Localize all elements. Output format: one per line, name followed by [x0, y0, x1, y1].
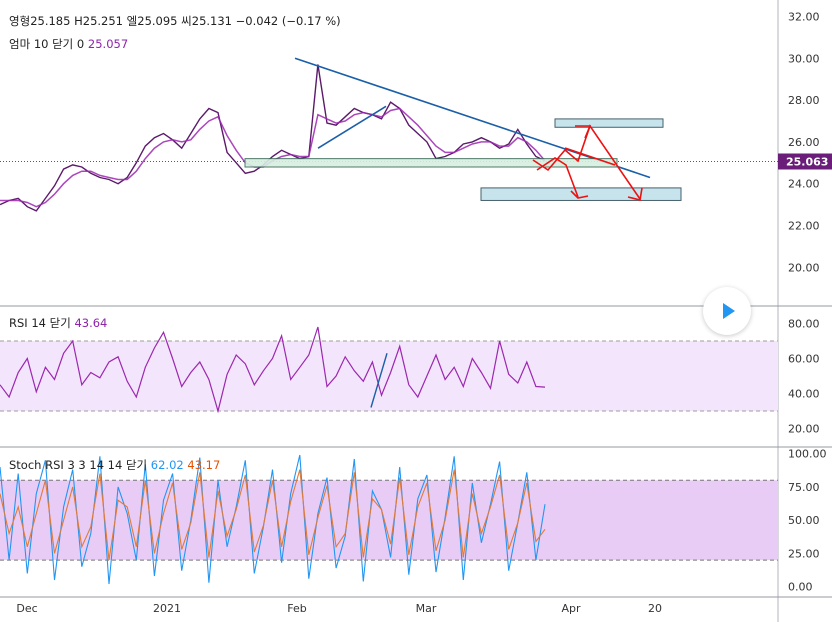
close-label: 씨	[181, 14, 192, 28]
ohlc-legend: 영형25.185 H25.251 엘25.095 씨25.131 −0.042 …	[9, 13, 341, 29]
price-tick-label: 28.00	[788, 94, 820, 107]
stoch-d-line	[0, 469, 546, 561]
price-tag-label: 25.063	[786, 156, 828, 169]
rsi-label: RSI 14 닫기	[9, 316, 71, 330]
rsi-legend: RSI 14 닫기 43.64	[9, 315, 107, 331]
upper-target-zone	[554, 118, 664, 128]
low-value: 25.095	[137, 14, 178, 28]
time-tick-label: Dec	[16, 602, 37, 615]
projection-path-mid	[564, 147, 616, 166]
time-tick-label: Mar	[416, 602, 437, 615]
rising-trendline	[317, 105, 387, 149]
stoch-tick-label: 0.00	[788, 581, 813, 594]
close-value: 25.131	[191, 14, 232, 28]
ema-legend: 엄마 10 닫기 0 25.057	[9, 36, 128, 52]
ema-value: 25.057	[87, 37, 129, 51]
open-marker: 형	[19, 14, 31, 28]
high-label: H	[74, 14, 83, 28]
stoch-tick-label: 50.00	[788, 514, 820, 527]
projection-path-down	[536, 157, 579, 198]
play-icon	[723, 303, 735, 319]
time-tick-label: 2021	[153, 602, 181, 615]
high-value: 25.251	[82, 14, 123, 28]
time-tick-label: Apr	[561, 602, 581, 615]
open-label: 영	[9, 14, 20, 28]
arrowhead-up	[575, 125, 592, 139]
stoch-d-value: 43.17	[187, 458, 221, 472]
price-tick-label: 24.00	[788, 178, 820, 191]
support-zone	[244, 158, 618, 168]
open-value: 25.185	[30, 14, 71, 28]
low-label: 엘	[126, 14, 138, 28]
rsi-tick-label: 80.00	[788, 318, 820, 331]
stoch-legend: Stoch RSI 3 3 14 14 닫기 62.02 43.17	[9, 457, 220, 473]
rsi-tick-label: 60.00	[788, 353, 820, 366]
replay-button[interactable]	[703, 287, 751, 335]
lower-target-zone	[480, 187, 682, 201]
price-tick-label: 22.00	[788, 220, 820, 233]
time-tick-label: 20	[648, 602, 662, 615]
stoch-tick-label: 75.00	[788, 481, 820, 494]
price-tick-label: 26.00	[788, 136, 820, 149]
change-percent: (−0.17 %)	[281, 14, 341, 28]
arrowhead-down	[570, 190, 589, 199]
arrowhead-down-2	[627, 187, 643, 201]
stoch-label: Stoch RSI 3 3 14 14 닫기	[9, 458, 148, 472]
stoch-tick-label: 25.00	[788, 547, 820, 560]
projection-arrows	[532, 124, 643, 201]
rsi-value: 43.64	[74, 316, 108, 330]
projection-path-up	[532, 124, 641, 200]
price-tick-label: 20.00	[788, 261, 820, 274]
ema-label: 엄마 10 닫기 0	[9, 37, 85, 51]
rsi-trendline	[370, 353, 388, 408]
rsi-tick-label: 20.00	[788, 423, 820, 436]
price-tick-label: 30.00	[788, 52, 820, 65]
stoch-k-line	[0, 454, 546, 585]
stoch-tick-label: 100.00	[788, 448, 827, 461]
rsi-tick-label: 40.00	[788, 388, 820, 401]
price-tick-label: 32.00	[788, 10, 820, 23]
price-tag-box	[778, 153, 832, 170]
stoch-k-value: 62.02	[150, 458, 184, 472]
time-tick-label: Feb	[287, 602, 306, 615]
price-line	[0, 64, 546, 212]
ema-line	[0, 107, 546, 208]
rsi-line	[0, 326, 546, 414]
change-value: −0.042	[235, 14, 279, 28]
